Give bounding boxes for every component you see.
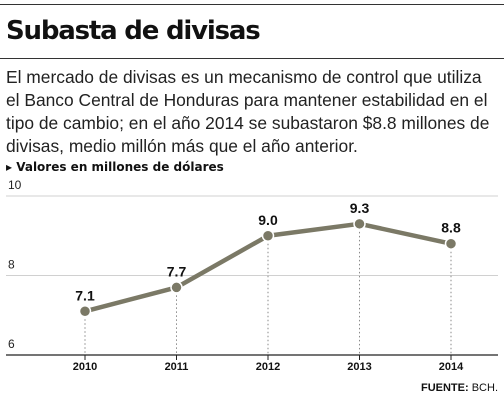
x-tick-label-2013: 2013 xyxy=(347,361,371,373)
top-rule xyxy=(0,4,504,5)
intro-paragraph: El mercado de divisas es un mecanismo de… xyxy=(6,67,490,156)
x-tick-label-2012: 2012 xyxy=(256,361,280,373)
source-note: FUENTE: BCH. xyxy=(421,382,498,394)
x-tick-label-2011: 2011 xyxy=(165,361,189,373)
y-tick-label-8: 8 xyxy=(8,258,15,272)
data-point-2013 xyxy=(353,217,366,231)
title-divider xyxy=(0,58,504,59)
data-point-2010 xyxy=(78,305,92,318)
triangle-bullet-icon: ▸ xyxy=(6,160,13,174)
data-point-2012 xyxy=(261,229,275,242)
x-tick-label-2014: 2014 xyxy=(439,361,464,373)
x-tick-label-2010: 2010 xyxy=(73,361,97,373)
data-label-2011: 7.7 xyxy=(167,263,187,279)
data-label-2012: 9.0 xyxy=(258,212,278,228)
y-tick-label-6: 6 xyxy=(8,337,15,351)
data-label-2010: 7.1 xyxy=(75,287,95,303)
source-value: BCH. xyxy=(471,382,498,394)
data-label-2014: 8.8 xyxy=(441,220,461,236)
y-axis-unit-label: ▸ Valores en millones de dólares xyxy=(6,160,224,174)
y-axis-unit-text: Valores en millones de dólares xyxy=(16,160,224,174)
page-title: Subasta de divisas xyxy=(6,16,261,46)
data-point-2011 xyxy=(170,281,183,294)
y-tick-label-10: 10 xyxy=(8,178,22,192)
data-point-2014 xyxy=(444,237,458,250)
source-label: FUENTE: xyxy=(420,382,469,394)
data-label-2013: 9.3 xyxy=(350,200,370,216)
